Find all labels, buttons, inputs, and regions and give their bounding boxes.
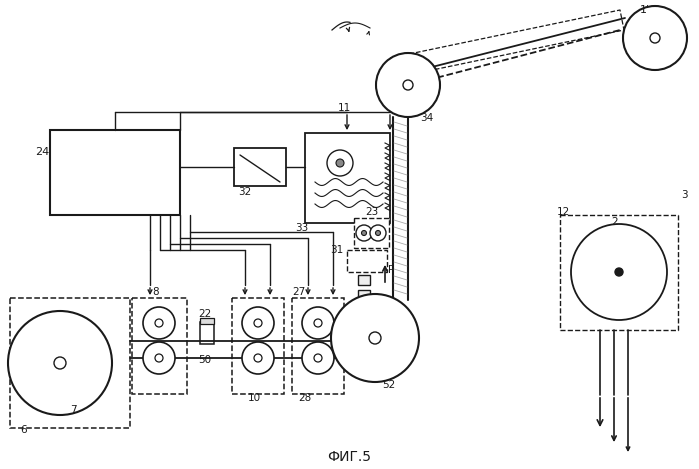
Text: 12: 12: [557, 207, 570, 217]
Text: 7: 7: [70, 405, 77, 415]
Bar: [305, 133, 390, 223]
Circle shape: [54, 357, 66, 369]
Circle shape: [242, 307, 274, 339]
Text: 6: 6: [20, 425, 27, 435]
Text: 23: 23: [365, 207, 378, 217]
Circle shape: [155, 354, 163, 362]
Text: 28: 28: [298, 393, 311, 403]
Text: 34: 34: [420, 113, 433, 123]
Circle shape: [650, 33, 660, 43]
Text: 33: 33: [295, 223, 308, 233]
Bar: [234, 148, 286, 186]
Text: 52: 52: [382, 380, 395, 390]
Circle shape: [571, 224, 667, 320]
Circle shape: [143, 342, 175, 374]
Circle shape: [8, 311, 112, 415]
Circle shape: [623, 6, 687, 70]
Circle shape: [143, 307, 175, 339]
Circle shape: [370, 225, 386, 241]
Bar: [200, 318, 214, 324]
Bar: [358, 290, 370, 300]
Bar: [560, 215, 678, 330]
Circle shape: [376, 53, 440, 117]
Circle shape: [361, 230, 366, 235]
Circle shape: [155, 319, 163, 327]
Bar: [50, 130, 180, 215]
Circle shape: [356, 225, 372, 241]
Circle shape: [331, 294, 419, 382]
Text: 3: 3: [681, 190, 688, 200]
Text: 32: 32: [238, 187, 251, 197]
Text: 1': 1': [640, 5, 650, 15]
Text: 50: 50: [198, 355, 211, 365]
Text: 24: 24: [35, 147, 49, 157]
Circle shape: [369, 332, 381, 344]
Circle shape: [403, 80, 413, 90]
Circle shape: [254, 319, 262, 327]
Bar: [354, 218, 389, 248]
Circle shape: [242, 342, 274, 374]
Circle shape: [314, 354, 322, 362]
Bar: [292, 298, 344, 394]
Text: 2: 2: [611, 217, 618, 227]
Circle shape: [314, 319, 322, 327]
Circle shape: [254, 354, 262, 362]
Text: 22: 22: [198, 309, 211, 319]
Circle shape: [336, 159, 344, 167]
Text: 31: 31: [330, 245, 343, 255]
Circle shape: [615, 268, 623, 276]
Text: 27: 27: [292, 287, 305, 297]
Circle shape: [302, 307, 334, 339]
Bar: [200, 322, 214, 344]
Text: 8: 8: [152, 287, 159, 297]
Bar: [10, 298, 130, 428]
Circle shape: [327, 150, 353, 176]
Bar: [232, 298, 284, 394]
Circle shape: [302, 342, 334, 374]
Text: ФИГ.5: ФИГ.5: [327, 450, 371, 464]
Text: 11: 11: [338, 103, 352, 113]
Bar: [347, 250, 387, 272]
Bar: [358, 275, 370, 285]
Bar: [132, 298, 187, 394]
Text: 10: 10: [248, 393, 261, 403]
Circle shape: [375, 230, 380, 235]
Text: P: P: [388, 265, 394, 275]
